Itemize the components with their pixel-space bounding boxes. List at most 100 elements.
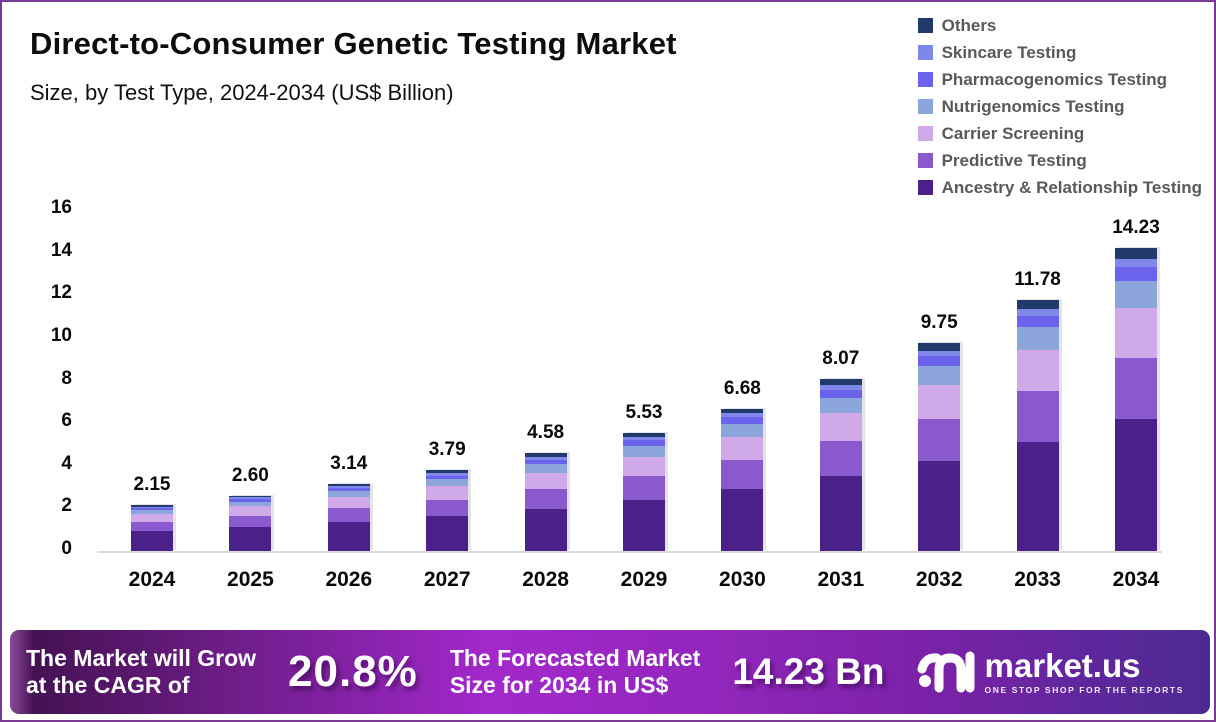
segment-nutrigenomics-testing-2034 xyxy=(1115,280,1157,309)
segment-skincare-testing-2026 xyxy=(327,486,370,489)
segment-carrier-screening-2029 xyxy=(623,456,665,476)
bar-2028 xyxy=(524,453,567,551)
brand-name: market.us xyxy=(984,647,1141,684)
x-axis-tick-2028: 2028 xyxy=(522,568,569,591)
segment-skincare-testing-2034 xyxy=(1115,258,1157,268)
legend-label: Skincare Testing xyxy=(941,42,1077,62)
x-axis-tick-2033: 2033 xyxy=(1014,568,1061,591)
forecast-value: 14.23 Bn xyxy=(732,651,885,692)
bar-value-label-2027: 3.79 xyxy=(428,439,466,461)
segment-others-2033 xyxy=(1016,300,1059,309)
segment-ancestry-and-relationship-testing-2027 xyxy=(426,515,469,551)
segment-predictive-testing-2025 xyxy=(229,515,272,527)
segment-pharmacogenomics-testing-2024 xyxy=(131,508,173,511)
segment-others-2026 xyxy=(327,484,370,487)
bar-value-label-2030: 6.68 xyxy=(723,377,761,399)
y-axis-tick-8: 8 xyxy=(61,367,72,389)
legend-swatch-icon xyxy=(917,180,933,195)
segment-others-2027 xyxy=(426,470,469,474)
legend-item-skincare-testing: Skincare Testing xyxy=(917,39,1202,66)
segment-pharmacogenomics-testing-2027 xyxy=(426,475,469,480)
bar-value-label-2032: 9.75 xyxy=(920,312,958,334)
segment-predictive-testing-2032 xyxy=(918,418,961,461)
stacked-bar-chart: 16 14 12 10 8 6 4 2 0 2.15 2.60 3.14 3.79 4.58 5.53 6.6… xyxy=(51,197,1187,559)
bar-2026 xyxy=(327,484,370,551)
legend-label: Nutrigenomics Testing xyxy=(941,96,1125,116)
segment-predictive-testing-2029 xyxy=(623,475,665,500)
chart-legend: Others Skincare Testing Pharmacogenomics T… xyxy=(917,12,1202,201)
segment-carrier-screening-2024 xyxy=(131,514,173,522)
segment-predictive-testing-2028 xyxy=(524,488,567,509)
segment-others-2029 xyxy=(623,433,665,438)
bar-value-label-2029: 5.53 xyxy=(625,402,663,424)
segment-carrier-screening-2028 xyxy=(524,472,567,489)
y-axis-tick-16: 16 xyxy=(50,197,72,219)
x-axis-tick-2030: 2030 xyxy=(719,568,766,591)
legend-swatch-icon xyxy=(917,45,933,60)
cagr-label-line1: The Market will Grow xyxy=(26,644,257,671)
segment-pharmacogenomics-testing-2032 xyxy=(918,356,961,366)
legend-swatch-icon xyxy=(917,72,933,87)
x-axis-tick-2029: 2029 xyxy=(620,568,668,591)
segment-skincare-testing-2029 xyxy=(623,437,665,441)
bar-value-label-2033: 11.78 xyxy=(1014,269,1061,291)
segment-ancestry-and-relationship-testing-2030 xyxy=(721,489,764,551)
segment-pharmacogenomics-testing-2030 xyxy=(721,417,764,425)
segment-others-2034 xyxy=(1115,247,1157,259)
segment-nutrigenomics-testing-2028 xyxy=(524,464,567,473)
segment-pharmacogenomics-testing-2033 xyxy=(1016,315,1059,328)
x-axis-tick-2026: 2026 xyxy=(325,568,373,591)
legend-item-carrier-screening: Carrier Screening xyxy=(917,120,1202,147)
legend-swatch-icon xyxy=(917,153,933,168)
segment-nutrigenomics-testing-2026 xyxy=(327,491,370,498)
segment-nutrigenomics-testing-2029 xyxy=(623,445,665,457)
segment-others-2024 xyxy=(131,505,173,507)
segment-skincare-testing-2030 xyxy=(721,413,764,418)
segment-pharmacogenomics-testing-2026 xyxy=(327,488,370,492)
x-axis-tick-2034: 2034 xyxy=(1112,568,1160,591)
legend-item-ancestry-and-relationship-testing: Ancestry & Relationship Testing xyxy=(917,174,1202,201)
segment-predictive-testing-2031 xyxy=(819,441,862,477)
bar-value-label-2028: 4.58 xyxy=(527,422,565,444)
y-axis-tick-2: 2 xyxy=(61,495,72,517)
bar-value-label-2034: 14.23 xyxy=(1112,216,1160,238)
segment-skincare-testing-2033 xyxy=(1016,308,1059,316)
segment-pharmacogenomics-testing-2029 xyxy=(623,440,665,446)
segment-skincare-testing-2028 xyxy=(524,456,567,460)
segment-predictive-testing-2024 xyxy=(131,521,173,531)
y-axis-tick-0: 0 xyxy=(61,538,72,559)
segment-others-2030 xyxy=(721,408,764,414)
segment-ancestry-and-relationship-testing-2026 xyxy=(327,521,370,551)
x-axis-tick-2024: 2024 xyxy=(128,568,176,591)
bar-value-label-2026: 3.14 xyxy=(330,453,368,475)
segment-nutrigenomics-testing-2033 xyxy=(1016,327,1059,350)
segment-nutrigenomics-testing-2024 xyxy=(131,510,173,515)
bar-2029 xyxy=(623,433,665,551)
cagr-value: 20.8% xyxy=(288,647,418,696)
forecast-label: The Forecasted Market Size for 2034 in U… xyxy=(450,645,701,699)
y-axis-tick-12: 12 xyxy=(50,282,72,304)
page-subtitle: Size, by Test Type, 2024-2034 (US$ Billi… xyxy=(30,80,454,105)
legend-label: Pharmacogenomics Testing xyxy=(941,69,1168,89)
x-axis-tick-2031: 2031 xyxy=(817,568,865,591)
legend-swatch-icon xyxy=(917,126,933,141)
segment-carrier-screening-2034 xyxy=(1115,308,1157,358)
bar-2032 xyxy=(918,343,961,551)
legend-item-nutrigenomics-testing: Nutrigenomics Testing xyxy=(917,93,1202,120)
legend-item-predictive-testing: Predictive Testing xyxy=(917,147,1202,174)
segment-nutrigenomics-testing-2025 xyxy=(229,501,272,507)
cagr-label: The Market will Grow at the CAGR of xyxy=(26,645,256,699)
segment-predictive-testing-2027 xyxy=(426,499,469,516)
segment-predictive-testing-2026 xyxy=(327,508,370,522)
segment-carrier-screening-2033 xyxy=(1016,349,1059,391)
segment-carrier-screening-2025 xyxy=(229,506,272,516)
market-us-logo-icon xyxy=(917,651,975,693)
bar-2024 xyxy=(131,505,173,551)
legend-item-others: Others xyxy=(917,12,1202,39)
segment-skincare-testing-2027 xyxy=(426,473,469,476)
segment-carrier-screening-2031 xyxy=(819,413,862,442)
segment-ancestry-and-relationship-testing-2034 xyxy=(1115,419,1157,551)
segment-pharmacogenomics-testing-2025 xyxy=(229,498,272,502)
segment-pharmacogenomics-testing-2031 xyxy=(819,389,862,398)
segment-predictive-testing-2033 xyxy=(1016,390,1059,442)
